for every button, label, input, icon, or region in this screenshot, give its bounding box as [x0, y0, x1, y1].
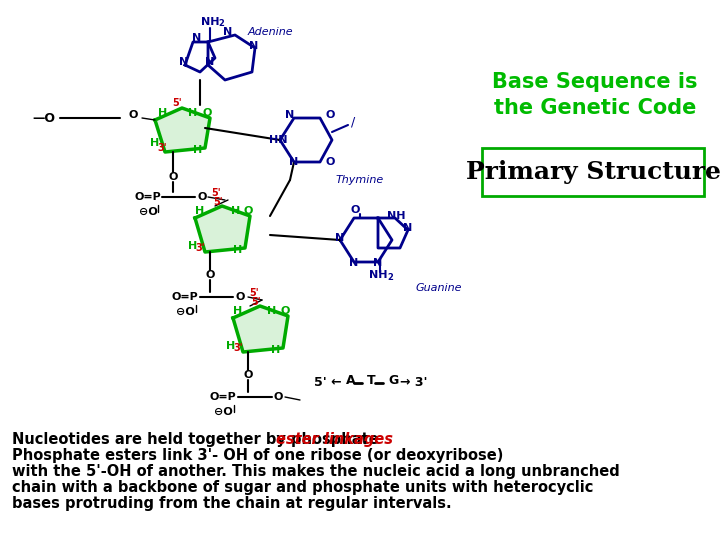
Text: N: N — [336, 233, 345, 243]
Text: 3': 3' — [195, 243, 204, 253]
Text: N: N — [179, 57, 189, 67]
Polygon shape — [195, 206, 250, 252]
Text: O=P: O=P — [135, 192, 161, 202]
Text: H: H — [189, 108, 197, 118]
Text: O: O — [280, 306, 289, 316]
Text: 5': 5' — [213, 197, 222, 207]
Text: H: H — [231, 206, 240, 216]
Text: 5': 5' — [249, 288, 258, 298]
Text: H: H — [158, 108, 168, 118]
Text: 3': 3' — [233, 343, 243, 353]
Text: —O: —O — [32, 111, 55, 125]
Text: 2: 2 — [218, 19, 224, 29]
Text: Base Sequence is
the Genetic Code: Base Sequence is the Genetic Code — [492, 72, 698, 118]
Text: .: . — [361, 432, 366, 447]
Text: N: N — [192, 33, 202, 43]
Text: N: N — [289, 157, 299, 167]
Text: O=P: O=P — [210, 392, 236, 402]
Text: H: H — [189, 241, 197, 251]
Text: H: H — [195, 206, 204, 216]
Text: O: O — [351, 205, 360, 215]
Text: 3': 3' — [157, 143, 167, 153]
Text: ⊖O: ⊖O — [214, 407, 233, 417]
Text: NH: NH — [387, 211, 405, 221]
Text: Adenine: Adenine — [248, 27, 294, 37]
Text: with the 5'-OH of another. This makes the nucleic acid a long unbranched: with the 5'-OH of another. This makes th… — [12, 464, 620, 479]
Text: O: O — [243, 206, 253, 216]
Text: Guanine: Guanine — [415, 283, 462, 293]
Text: → 3': → 3' — [400, 376, 428, 389]
Text: N: N — [349, 258, 359, 268]
Text: H: H — [194, 145, 202, 155]
Text: O: O — [235, 292, 245, 302]
Text: H: H — [233, 245, 243, 255]
Polygon shape — [155, 108, 210, 152]
Text: Phosphate esters link 3'- OH of one ribose (or deoxyribose): Phosphate esters link 3'- OH of one ribo… — [12, 448, 503, 463]
Text: O: O — [202, 108, 212, 118]
Text: chain with a backbone of sugar and phosphate units with heterocyclic: chain with a backbone of sugar and phosp… — [12, 480, 593, 495]
Text: O: O — [168, 172, 178, 182]
Bar — [482, 148, 704, 196]
Text: G: G — [388, 374, 398, 387]
Text: O: O — [197, 192, 207, 202]
Text: O=P: O=P — [171, 292, 199, 302]
Text: N: N — [374, 258, 382, 268]
Text: ⊖O: ⊖O — [139, 207, 158, 217]
Text: O: O — [274, 392, 283, 402]
Text: O: O — [205, 270, 215, 280]
Text: H: H — [233, 306, 243, 316]
Text: ester linkages: ester linkages — [276, 432, 393, 447]
Text: H: H — [267, 306, 276, 316]
Polygon shape — [233, 306, 288, 352]
Text: O: O — [243, 370, 253, 380]
Text: 2: 2 — [387, 273, 393, 281]
Text: bases protruding from the chain at regular intervals.: bases protruding from the chain at regul… — [12, 496, 451, 511]
Text: O: O — [325, 110, 335, 120]
Text: A: A — [346, 374, 356, 387]
Text: N: N — [249, 41, 258, 51]
Text: /: / — [351, 116, 355, 129]
Text: 5' ←: 5' ← — [314, 376, 341, 389]
Text: NH: NH — [369, 270, 387, 280]
Text: O: O — [128, 110, 138, 120]
Text: ⊖O: ⊖O — [176, 307, 194, 317]
Text: H: H — [150, 138, 160, 148]
Text: 5': 5' — [251, 297, 261, 307]
Text: Primary Structure: Primary Structure — [466, 160, 720, 184]
Text: N: N — [403, 223, 413, 233]
Text: Nucleotides are held together by phosphate: Nucleotides are held together by phospha… — [12, 432, 384, 447]
Text: 5': 5' — [172, 98, 182, 108]
Text: 5': 5' — [211, 188, 221, 198]
Text: NH: NH — [201, 17, 220, 27]
Text: H: H — [271, 345, 281, 355]
Text: O: O — [325, 157, 335, 167]
Text: H: H — [226, 341, 235, 351]
Text: T: T — [367, 374, 376, 387]
Text: Thymine: Thymine — [336, 175, 384, 185]
Text: N: N — [223, 27, 233, 37]
Text: N: N — [285, 110, 294, 120]
Text: HN: HN — [269, 135, 287, 145]
Text: N: N — [205, 57, 215, 67]
